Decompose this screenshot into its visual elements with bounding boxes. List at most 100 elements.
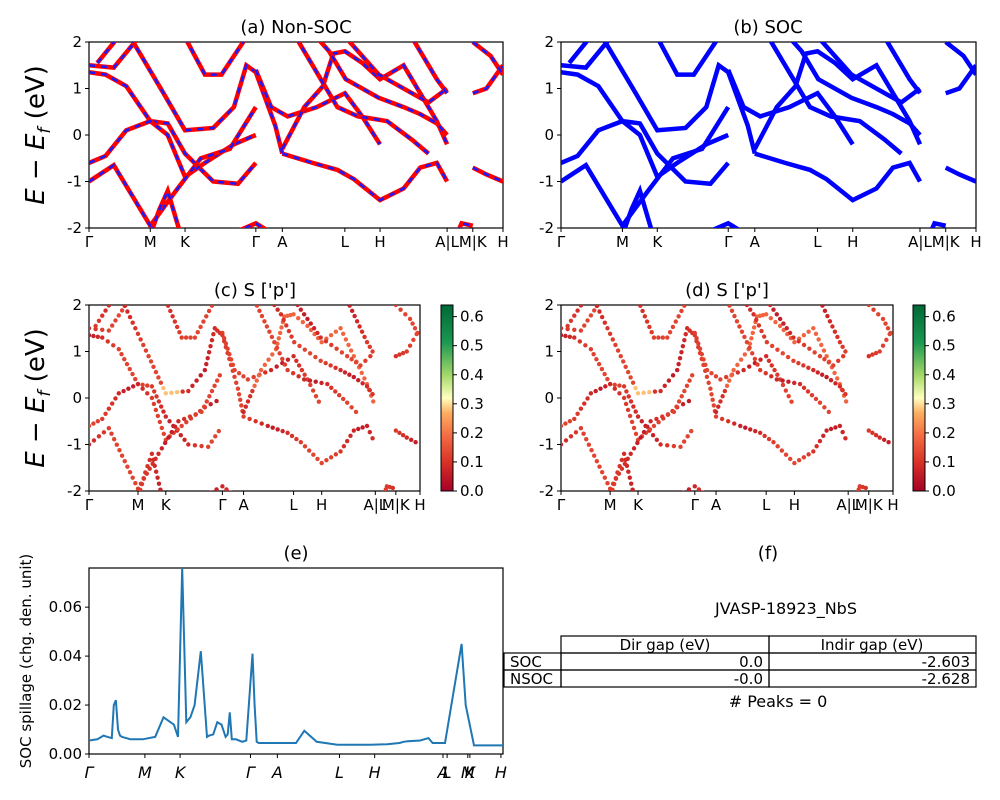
- band-point: [130, 384, 136, 389]
- band-point: [270, 425, 275, 430]
- band-point: [201, 404, 207, 409]
- band-point: [650, 433, 656, 438]
- band-point: [280, 356, 285, 362]
- band-line-dashed: [89, 119, 257, 179]
- band-point: [296, 374, 301, 379]
- band-point: [318, 335, 323, 340]
- band-point: [866, 428, 871, 433]
- band-point: [319, 340, 324, 345]
- band-point: [822, 357, 827, 362]
- band-point: [833, 381, 838, 386]
- band-point: [753, 428, 758, 434]
- band-point: [133, 326, 138, 331]
- band-point: [308, 382, 313, 388]
- band-point: [578, 406, 584, 411]
- band-point: [727, 378, 732, 383]
- band-point: [671, 443, 677, 449]
- band-point: [592, 308, 597, 313]
- band-point: [345, 298, 349, 302]
- band-point: [284, 323, 289, 328]
- band-point: [192, 443, 198, 448]
- band-point: [801, 333, 807, 338]
- band-point: [121, 388, 126, 394]
- band-point: [349, 357, 354, 362]
- band-point: [843, 349, 848, 354]
- band-point: [651, 335, 657, 340]
- panel-f-title: (f): [758, 543, 778, 564]
- plot-frame: [88, 567, 504, 755]
- band-point: [817, 400, 823, 405]
- band-point: [204, 361, 209, 367]
- band-point: [313, 379, 318, 384]
- band-point: [727, 305, 732, 308]
- band-point: [337, 393, 342, 398]
- band-point: [785, 354, 791, 360]
- band-point: [706, 380, 711, 385]
- band-point: [174, 389, 180, 395]
- band-point: [252, 383, 257, 388]
- band-point: [761, 334, 767, 339]
- band-point: [95, 334, 101, 339]
- band-point: [162, 440, 168, 446]
- y-tick-label: 1: [72, 343, 82, 361]
- band-point: [584, 437, 589, 442]
- band-point: [713, 414, 719, 419]
- x-tick-label: A: [277, 233, 288, 251]
- band-point: [725, 419, 731, 424]
- x-tick-label: Γ: [557, 233, 566, 251]
- band-point: [612, 386, 617, 391]
- band-point: [813, 396, 819, 402]
- band-line-soc: [561, 69, 730, 187]
- band-point: [820, 305, 825, 308]
- x-tick-label: Γ: [85, 233, 94, 251]
- band-point: [806, 452, 811, 457]
- band-point: [788, 456, 793, 462]
- band-point: [370, 391, 375, 397]
- band-point: [843, 436, 848, 441]
- band-point: [264, 324, 270, 329]
- band-point: [615, 470, 620, 475]
- band-point: [296, 363, 302, 368]
- band-point: [299, 367, 305, 373]
- band-point: [636, 298, 640, 302]
- band-point: [315, 456, 320, 462]
- band-point: [811, 367, 816, 373]
- band-point: [870, 430, 875, 436]
- band-point: [190, 383, 195, 388]
- x-tick-label: H: [970, 233, 981, 251]
- band-point: [362, 376, 367, 381]
- colorbar-tick-label: 0.1: [460, 453, 484, 471]
- ylabel-spillage: SOC spillage (chg. den. unit): [17, 554, 35, 769]
- band-point: [103, 308, 108, 313]
- band-point: [752, 356, 758, 362]
- band-point: [292, 340, 297, 345]
- band-point: [670, 324, 676, 330]
- band-point: [689, 428, 694, 434]
- band-line-soc: [944, 165, 976, 184]
- band-point: [180, 389, 185, 394]
- band-line-soc: [561, 105, 731, 228]
- band-point: [154, 394, 159, 399]
- band-line-nonsoc: [239, 220, 268, 228]
- band-point: [151, 457, 156, 462]
- band-line-dashed: [348, 42, 448, 104]
- band-point: [734, 319, 740, 324]
- band-point: [711, 403, 716, 408]
- x-tick-label: L: [335, 763, 344, 782]
- band-point: [344, 353, 350, 359]
- colorbar-bar: [912, 304, 926, 492]
- band-point: [644, 319, 650, 324]
- x-tick-label: Γ: [252, 233, 261, 251]
- band-line-dashed: [319, 42, 449, 136]
- band-point: [764, 340, 770, 345]
- band-point: [631, 404, 636, 409]
- band-point: [833, 425, 838, 430]
- band-point: [159, 446, 165, 451]
- band-point: [212, 383, 217, 388]
- band-point: [194, 378, 199, 383]
- band-point: [356, 377, 361, 383]
- band-point: [786, 393, 791, 399]
- band-point: [338, 367, 343, 373]
- band-point: [119, 453, 125, 458]
